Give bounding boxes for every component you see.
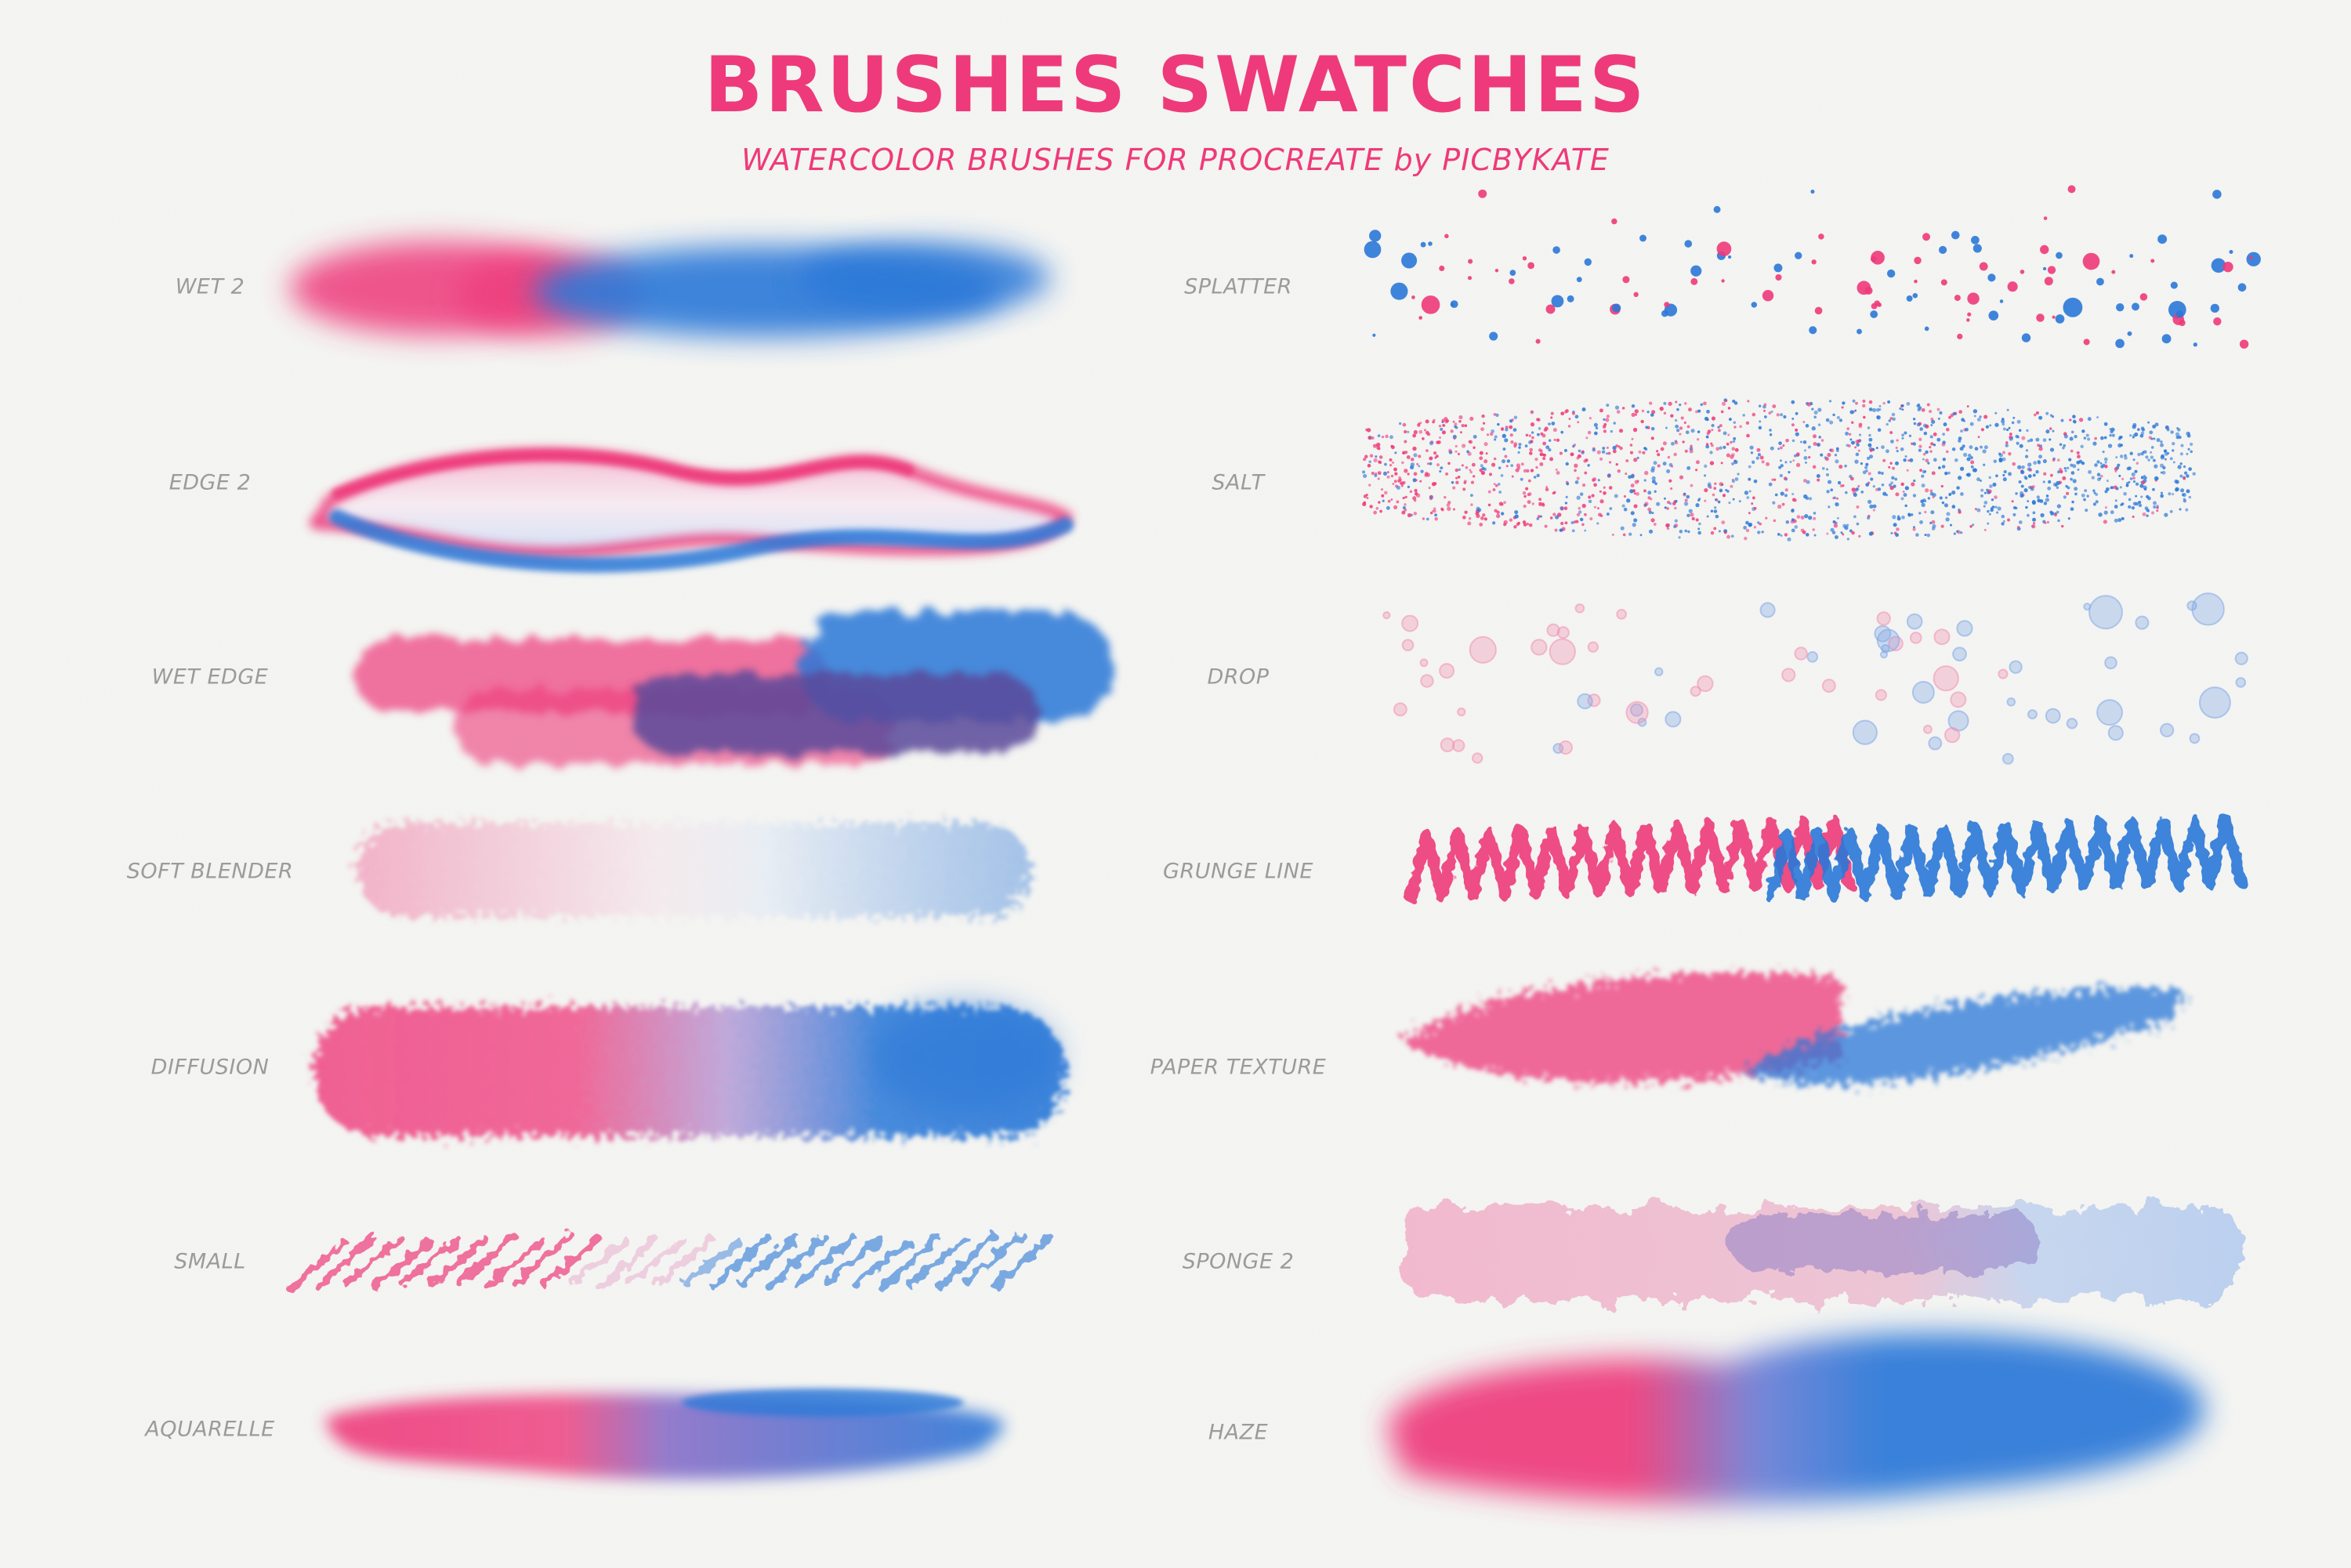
brush-label-diffusion: DIFFUSION (150, 1055, 270, 1080)
brush-label-wet-edge: WET EDGE (151, 664, 269, 690)
swatch-haze (1387, 1333, 2204, 1505)
brush-label-soft-blender: SOFT BLENDER (126, 859, 294, 884)
page-subtitle: WATERCOLOR BRUSHES FOR PROCREATE by PICB… (741, 143, 1610, 177)
brush-label-wet-2: WET 2 (175, 274, 245, 299)
swatch-diffusion (313, 1003, 1066, 1136)
swatch-wet-edge (357, 611, 1113, 764)
swatch-salt (1362, 398, 2196, 541)
swatch-grunge-line (1405, 813, 2247, 903)
brush-label-splatter: SPLATTER (1184, 274, 1292, 299)
swatch-paper-texture (1403, 972, 2186, 1085)
brush-label-drop: DROP (1207, 664, 1270, 690)
page-title: BRUSHES SWATCHES (704, 41, 1647, 130)
swatch-drop (1382, 592, 2248, 765)
swatch-wet-2 (290, 241, 1050, 337)
brush-label-edge-2: EDGE 2 (168, 470, 252, 495)
swatch-sponge-2 (1403, 1207, 2241, 1301)
brush-label-small: SMALL (174, 1249, 246, 1274)
brush-label-aquarelle: AQUARELLE (145, 1417, 275, 1442)
swatch-splatter (1364, 185, 2261, 349)
swatch-aquarelle (325, 1389, 1004, 1480)
brush-label-sponge-2: SPONGE 2 (1182, 1249, 1295, 1274)
brush-label-haze: HAZE (1208, 1420, 1269, 1445)
brush-label-grunge-line: GRUNGE LINE (1163, 859, 1313, 884)
swatch-soft-blender (357, 823, 1031, 917)
swatch-small (286, 1231, 1054, 1293)
swatch-edge-2 (309, 447, 1074, 573)
brush-label-paper-texture: PAPER TEXTURE (1150, 1055, 1327, 1080)
brush-label-salt: SALT (1212, 470, 1265, 495)
